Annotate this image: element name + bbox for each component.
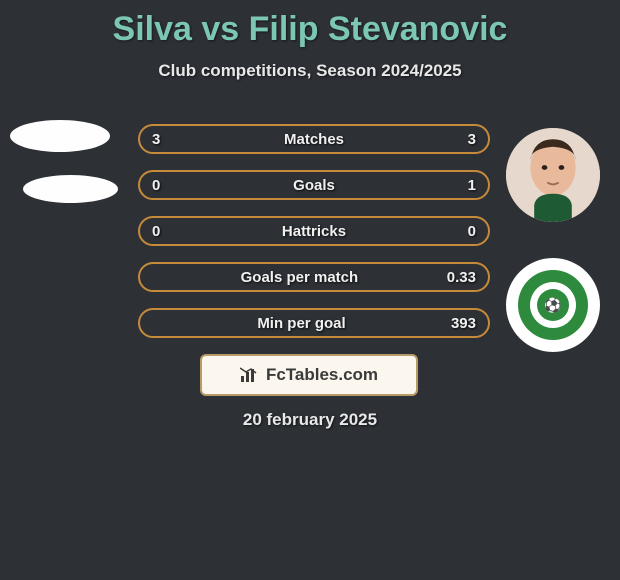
face-icon: [506, 128, 600, 222]
stat-label: Goals: [160, 177, 467, 194]
stat-label: Min per goal: [152, 315, 451, 332]
stat-label: Hattricks: [160, 223, 467, 240]
player-right-avatar: [506, 128, 600, 222]
stat-right-value: 393: [451, 315, 476, 332]
stat-row-goals: 0 Goals 1: [138, 170, 490, 200]
stat-label: Matches: [160, 131, 467, 148]
stat-row-hattricks: 0 Hattricks 0: [138, 216, 490, 246]
page-title: Silva vs Filip Stevanovic: [0, 0, 620, 49]
stat-left-value: 3: [152, 131, 160, 148]
stat-right-value: 0: [468, 223, 476, 240]
footer-date: 20 february 2025: [0, 410, 620, 430]
player-left-avatar-placeholder: [10, 120, 110, 152]
player-left-club-placeholder: [23, 175, 118, 203]
source-label: FcTables.com: [266, 365, 378, 385]
stat-right-value: 0.33: [447, 269, 476, 286]
stat-row-goals-per-match: Goals per match 0.33: [138, 262, 490, 292]
club-badge-icon: ⚽: [518, 270, 588, 340]
page-subtitle: Club competitions, Season 2024/2025: [0, 61, 620, 81]
source-badge[interactable]: FcTables.com: [200, 354, 418, 396]
stat-label: Goals per match: [152, 269, 447, 286]
stats-container: 3 Matches 3 0 Goals 1 0 Hattricks 0 Goal…: [138, 124, 490, 354]
stat-left-value: 0: [152, 223, 160, 240]
bar-chart-icon: [240, 367, 260, 383]
stat-row-matches: 3 Matches 3: [138, 124, 490, 154]
stat-left-value: 0: [152, 177, 160, 194]
stat-right-value: 1: [468, 177, 476, 194]
player-right-club-badge: ⚽: [506, 258, 600, 352]
stat-row-min-per-goal: Min per goal 393: [138, 308, 490, 338]
stat-right-value: 3: [468, 131, 476, 148]
